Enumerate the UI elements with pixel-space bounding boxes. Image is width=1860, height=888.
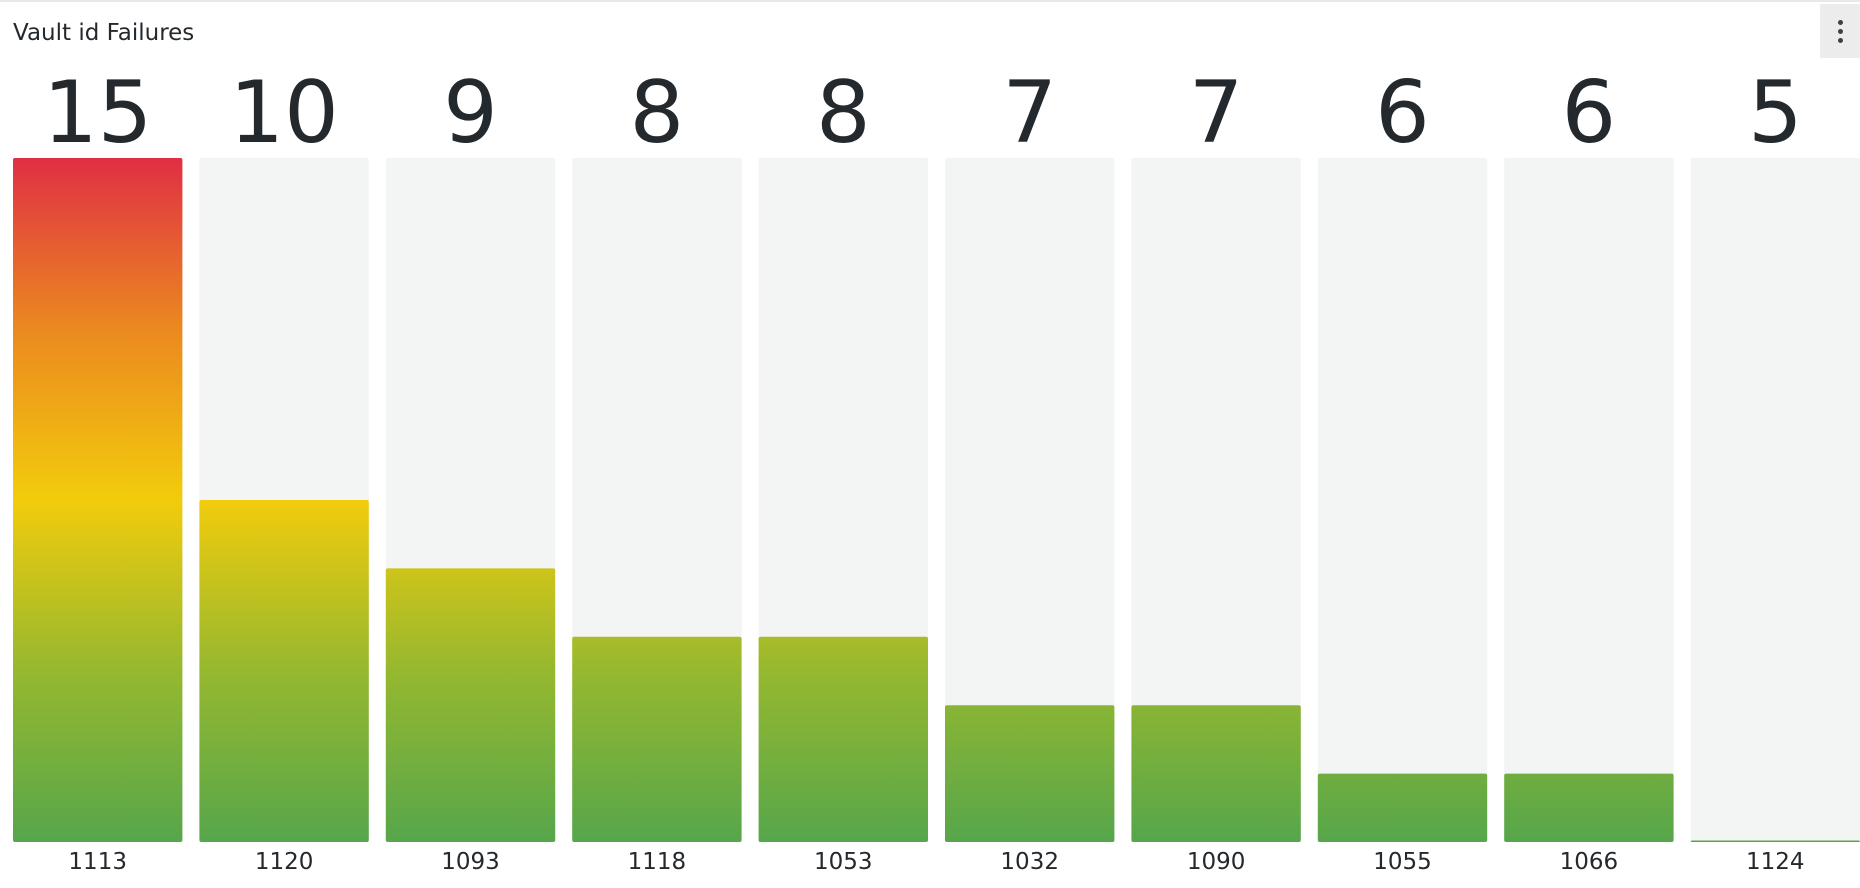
gauge-category-label: 1124 — [1746, 849, 1805, 875]
gauge-category-label: 1093 — [441, 849, 500, 875]
gauge-category-label: 1120 — [255, 849, 314, 875]
gauge-track — [945, 158, 1115, 842]
gauge-track — [1317, 158, 1488, 842]
panel-header: Vault id Failures — [0, 4, 1860, 60]
gauge-column[interactable]: 6 1066 — [1504, 63, 1674, 875]
gauge-bar — [385, 568, 556, 842]
gauge-value-label: 6 — [1562, 63, 1617, 163]
gauge-category-label: 1053 — [814, 849, 873, 875]
gauge-track — [1504, 158, 1674, 842]
gauge-column[interactable]: 8 1053 — [758, 63, 928, 875]
gauge-column[interactable]: 8 1118 — [572, 63, 742, 875]
gauge-value-label: 7 — [1189, 63, 1244, 163]
more-vertical-icon-dot — [1837, 37, 1843, 43]
gauge-bar — [572, 636, 742, 842]
panel-title: Vault id Failures — [13, 20, 195, 46]
bar-gauge-chart: 15 1113 10 1120 9 1093 8 1118 8 1053 7 1032 7 1090 6 10… — [0, 60, 1860, 888]
gauge-column[interactable]: 10 1120 — [199, 63, 369, 875]
bar-gauge-svg: 15 1113 10 1120 9 1093 8 1118 8 1053 7 1032 7 1090 6 10… — [13, 63, 1860, 875]
gauge-value-label: 5 — [1748, 63, 1803, 163]
gauge-category-label: 1090 — [1187, 849, 1246, 875]
gauge-bar — [1504, 773, 1674, 842]
gauge-bar — [199, 500, 369, 842]
gauge-value-label: 8 — [630, 63, 685, 163]
gauge-track — [1131, 158, 1301, 842]
gauge-column[interactable]: 9 1093 — [385, 63, 556, 875]
gauge-category-label: 1066 — [1560, 849, 1619, 875]
gauge-bar — [758, 636, 928, 842]
more-vertical-icon — [1837, 19, 1843, 25]
gauge-bar — [945, 705, 1115, 842]
gauge-value-label: 10 — [229, 63, 338, 163]
more-vertical-icon-dot — [1837, 28, 1843, 34]
gauge-column[interactable]: 7 1032 — [945, 63, 1115, 875]
gauge-column[interactable]: 6 1055 — [1317, 63, 1488, 875]
gauge-track — [1690, 158, 1860, 842]
gauge-column[interactable]: 5 1124 — [1690, 63, 1860, 875]
gauge-value-label: 6 — [1375, 63, 1430, 163]
gauge-category-label: 1032 — [1000, 849, 1059, 875]
gauge-value-label: 15 — [43, 63, 152, 163]
gauge-value-label: 8 — [816, 63, 871, 163]
gauge-bar — [13, 158, 183, 842]
gauge-category-label: 1118 — [628, 849, 687, 875]
gauge-category-label: 1055 — [1373, 849, 1432, 875]
gauge-value-label: 9 — [443, 63, 498, 163]
panel-menu-button[interactable] — [1820, 4, 1860, 58]
gauge-column[interactable]: 7 1090 — [1131, 63, 1301, 875]
gauge-value-label: 7 — [1002, 63, 1057, 163]
gauge-column[interactable]: 15 1113 — [13, 63, 183, 875]
gauge-category-label: 1113 — [68, 849, 127, 875]
gauge-bar — [1131, 705, 1301, 842]
gauge-bar — [1690, 840, 1860, 842]
gauge-bar — [1317, 773, 1488, 842]
